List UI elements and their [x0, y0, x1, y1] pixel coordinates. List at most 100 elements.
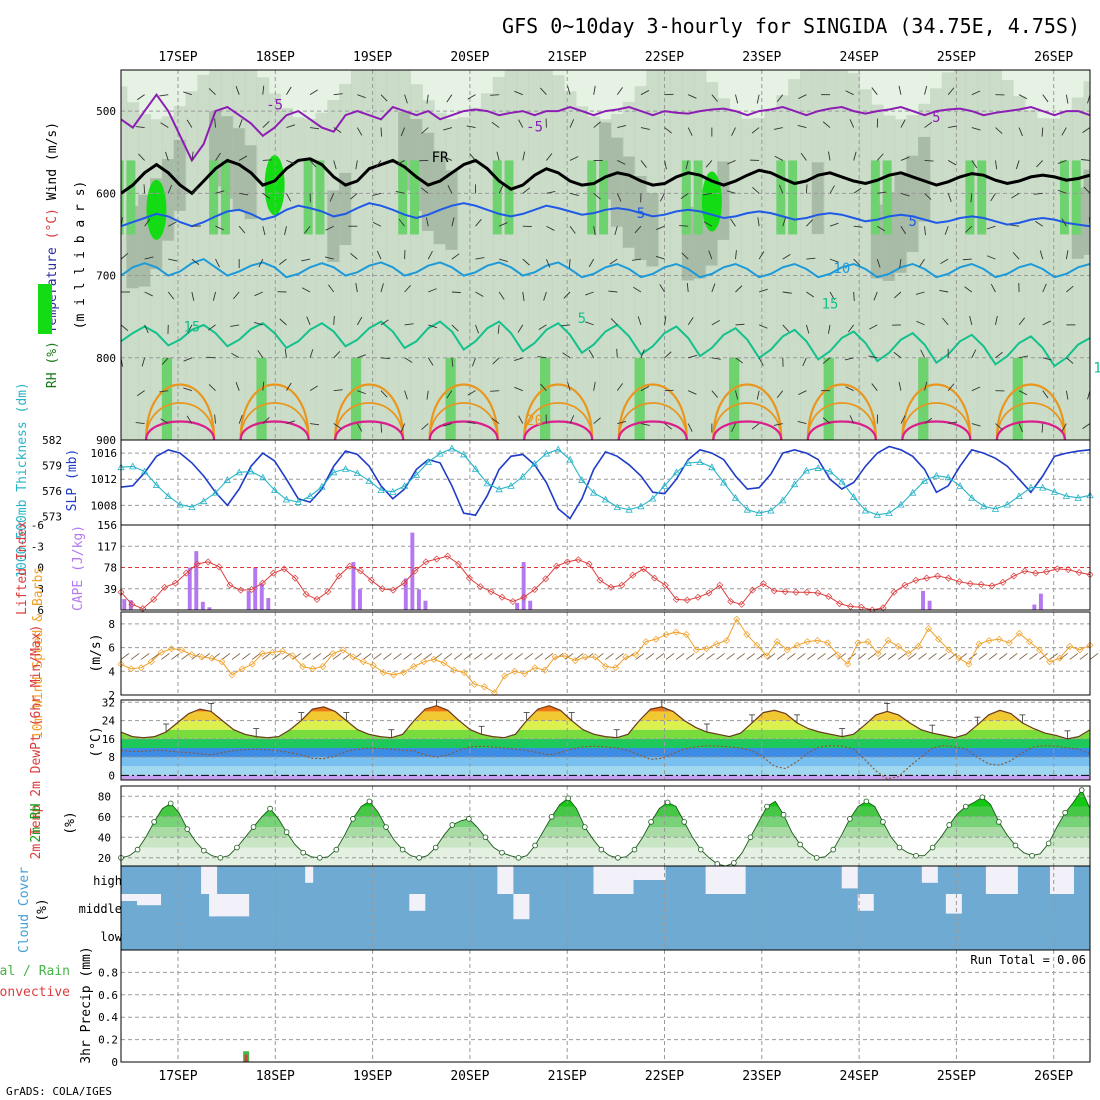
wind-barb [356, 316, 363, 326]
surface-heating-contour [145, 402, 215, 440]
wind-speed-point [147, 658, 155, 666]
wind-barb [138, 153, 145, 161]
cloud-gap [497, 866, 514, 894]
surface-heating-contour [996, 402, 1066, 440]
wind-barb [230, 324, 240, 327]
wind-barb [309, 349, 314, 358]
surface-heating-contour [239, 402, 310, 440]
wind-barb [1066, 285, 1074, 293]
wind-barb [593, 226, 596, 236]
cape-li-panel: -6 -3 0 3 6 39 78 117 156 Lifted Index CAPE (J/k… [15, 519, 1094, 617]
wind-barb [522, 151, 526, 161]
wind-barb-10m [675, 653, 685, 660]
rh-cell [776, 160, 786, 235]
wind-barb-10m [272, 653, 281, 660]
wind-barb [1042, 357, 1052, 361]
date-label-top: 23SEP [742, 50, 781, 65]
wind-barb [756, 390, 760, 400]
rh-cell [303, 160, 313, 235]
wind-barb-10m [453, 653, 463, 660]
wind-barb [944, 226, 949, 235]
surface-heating-contour [712, 383, 783, 440]
rh-cell [121, 160, 124, 235]
wind-barb [616, 348, 618, 358]
rh-point [1078, 787, 1085, 793]
cape-bar [515, 602, 520, 610]
wind-barb-10m [221, 653, 231, 660]
wind-barb [659, 284, 665, 293]
wind-barb [569, 119, 575, 128]
wind-speed-point [1046, 658, 1054, 666]
wind-barb [183, 357, 193, 362]
wind-barb [1018, 127, 1023, 137]
lifted-index-point [215, 563, 223, 571]
wind-barb [970, 193, 973, 203]
wind-speed-point [985, 636, 993, 644]
cape-bar [200, 601, 205, 610]
thickness-point [743, 505, 751, 513]
lifted-index-point [1064, 566, 1072, 574]
wind-barb [214, 414, 216, 424]
wind-barb [447, 185, 453, 194]
wind-barb [1066, 357, 1074, 364]
thickness-point [696, 458, 704, 465]
wind-barb [995, 351, 1003, 359]
wind-barb [491, 417, 500, 424]
thickness-point [530, 459, 539, 467]
cloud-gap [513, 894, 530, 920]
thickness-point [684, 459, 692, 466]
wind-barb [735, 285, 743, 293]
rh-cell [469, 107, 482, 440]
precip-tick-label: 0.8 [98, 966, 118, 979]
rh-cell [540, 70, 553, 440]
wind-barb [396, 160, 405, 166]
wind-speed-point [521, 670, 529, 678]
rh-point [764, 803, 770, 810]
wind-barb [498, 222, 508, 227]
wind-barb-10m [746, 653, 756, 660]
wind-barb [1018, 317, 1025, 326]
wind-barb [206, 356, 216, 359]
wind-barb [822, 121, 831, 128]
wind-barb [797, 420, 807, 424]
cape-bar [194, 551, 199, 610]
wind-barb [165, 151, 169, 161]
thickness-point [330, 468, 338, 476]
thickness-point [164, 492, 172, 499]
wind-barb-10m [362, 653, 372, 660]
wind-barb [924, 381, 928, 391]
temperature-band [121, 775, 1090, 780]
wind-barb [735, 390, 739, 400]
wind-speed-point [379, 668, 387, 676]
wind-barb-10m [716, 653, 725, 660]
wind-barb [731, 423, 736, 432]
wind-barb [853, 291, 855, 302]
temp2m-ylabel: 2m Temp 2m DewPt (6hr Min/Max) [29, 625, 44, 860]
wind-barb-10m [887, 653, 897, 660]
thickness-point [188, 503, 196, 511]
wind-speed-point [793, 641, 801, 649]
rh-tick-label: 80 [98, 790, 111, 803]
wind-barb [751, 127, 760, 134]
wind-barb [962, 258, 972, 261]
wind-barb [633, 286, 642, 293]
li-tick-label: 6 [37, 604, 44, 617]
wind10m-unit: (m/s) [89, 633, 104, 672]
wind-speed-point [490, 689, 498, 697]
wind-barb [640, 127, 650, 130]
wind-barb [593, 85, 596, 95]
rh-point [896, 844, 903, 851]
lifted-index-point [346, 562, 354, 570]
surface-heating-contour [334, 420, 405, 440]
thickness-point [826, 467, 834, 475]
lifted-index-point [607, 583, 615, 591]
lifted-index-point [335, 572, 343, 580]
lifted-index-point [520, 593, 528, 601]
wind-barb [752, 186, 760, 194]
wind-barb [727, 160, 736, 165]
wind-barb [398, 218, 405, 227]
wind-barb [1042, 283, 1047, 293]
thickness-point [897, 500, 905, 508]
wind-barb [773, 423, 783, 426]
date-label-bottom: 24SEP [840, 1069, 879, 1084]
